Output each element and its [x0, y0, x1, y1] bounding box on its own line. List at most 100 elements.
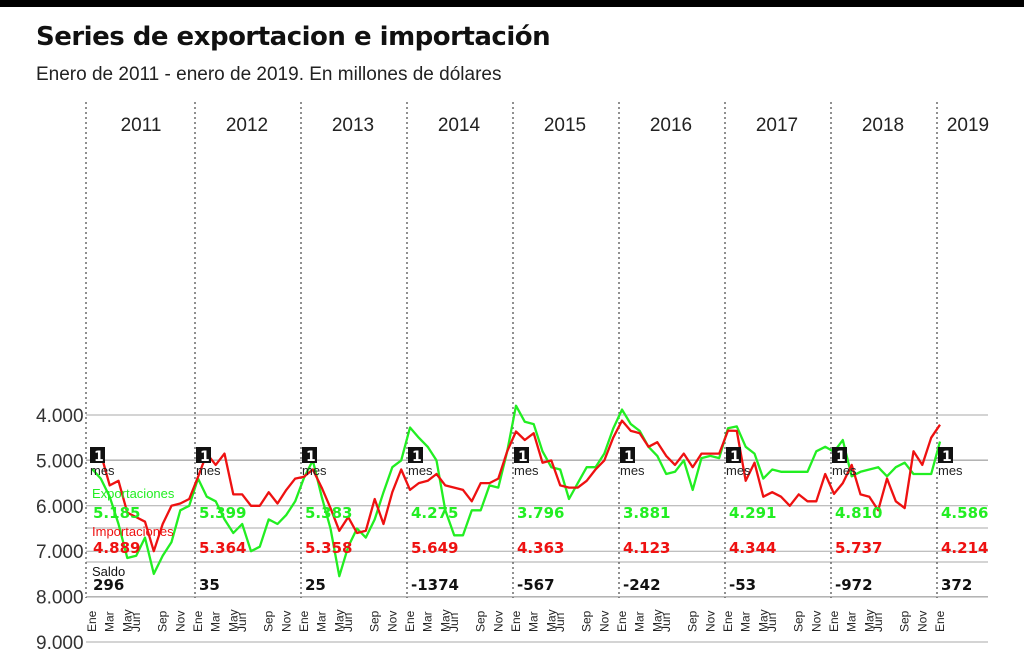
month-label: Ene	[615, 610, 629, 632]
one-month-badge	[514, 447, 529, 463]
saldo-value: 25	[305, 576, 326, 594]
month-label: Sep	[368, 610, 382, 632]
month-label: Ene	[827, 610, 841, 632]
month-label: Mar	[103, 611, 117, 632]
chart-title: Series de exportacion e importación	[36, 22, 551, 52]
year-label: 2016	[650, 115, 692, 136]
one-month-badge-number: 1	[306, 449, 316, 465]
month-label: May	[438, 609, 452, 632]
imports-value: 4.889	[93, 539, 140, 557]
month-label: Ene	[85, 610, 99, 632]
one-month-badge	[938, 447, 953, 463]
year-label: 2018	[862, 115, 904, 136]
one-month-label: mes	[832, 463, 857, 478]
one-month-label: mes	[726, 463, 751, 478]
one-month-label: mes	[408, 463, 433, 478]
exports-value: 3.796	[517, 504, 564, 522]
month-label: May	[756, 609, 770, 632]
one-month-badge-number: 1	[94, 449, 104, 465]
saldo-row-label: Saldo	[92, 564, 125, 579]
one-month-badge-number: 1	[624, 449, 634, 465]
month-label: Ene	[297, 610, 311, 632]
y-tick-label: 8.000	[36, 588, 84, 609]
one-month-badge-number: 1	[942, 449, 952, 465]
one-month-badge-number: 1	[200, 449, 210, 465]
one-month-label: mes	[620, 463, 645, 478]
top-border	[0, 0, 1024, 7]
year-label: 2011	[121, 115, 162, 136]
year-label: 2013	[332, 115, 374, 136]
one-month-badge-number: 1	[518, 449, 528, 465]
exports-series-line	[91, 404, 942, 578]
imports-value: 5.364	[199, 539, 246, 557]
one-month-badge	[408, 447, 423, 463]
month-label: Jun	[235, 613, 249, 632]
month-label: Mar	[845, 611, 859, 632]
one-month-label: mes	[196, 463, 221, 478]
month-label: Jun	[765, 613, 779, 632]
month-label: Sep	[474, 610, 488, 632]
year-label: 2015	[544, 115, 586, 136]
month-label: Ene	[403, 610, 417, 632]
saldo-value: -972	[835, 576, 873, 594]
month-label: Nov	[597, 611, 611, 632]
month-label: Mar	[527, 611, 541, 632]
month-label: Ene	[191, 610, 205, 632]
one-month-badge	[302, 447, 317, 463]
month-label: May	[120, 609, 134, 632]
year-label: 2014	[438, 115, 481, 136]
one-month-label: mes	[90, 463, 115, 478]
month-label: Jun	[341, 613, 355, 632]
exports-value: 4.275	[411, 504, 458, 522]
saldo-value: -53	[729, 576, 756, 594]
month-label: Mar	[739, 611, 753, 632]
one-month-label: mes	[938, 463, 963, 478]
month-label: Nov	[279, 611, 293, 632]
one-month-badge-number: 1	[412, 449, 422, 465]
month-label: Jun	[553, 613, 567, 632]
saldo-value: 372	[941, 576, 972, 594]
month-label: May	[226, 609, 240, 632]
exports-value: 5.185	[93, 504, 140, 522]
month-label: Nov	[491, 611, 505, 632]
month-label: May	[862, 609, 876, 632]
imports-value: 4.214	[941, 539, 988, 557]
imports-value: 4.123	[623, 539, 670, 557]
y-tick-label: 7.000	[36, 542, 84, 563]
saldo-value: 296	[93, 576, 124, 594]
month-label: Mar	[633, 611, 647, 632]
month-label: May	[650, 609, 664, 632]
month-label: Sep	[792, 610, 806, 632]
one-month-badge	[90, 447, 105, 463]
y-tick-label: 9.000	[36, 633, 84, 654]
month-label: May	[544, 609, 558, 632]
month-label: Sep	[580, 610, 594, 632]
month-label: Mar	[315, 611, 329, 632]
month-label: Ene	[509, 610, 523, 632]
y-tick-label: 4.000	[36, 406, 84, 427]
month-label: Nov	[809, 611, 823, 632]
month-label: Nov	[173, 611, 187, 632]
saldo-value: -1374	[411, 576, 459, 594]
month-label: Jun	[129, 613, 143, 632]
month-label: Jun	[871, 613, 885, 632]
exports-value: 5.383	[305, 504, 352, 522]
month-label: Ene	[721, 610, 735, 632]
imports-value: 5.737	[835, 539, 882, 557]
saldo-value: -242	[623, 576, 661, 594]
year-label: 2012	[226, 115, 268, 136]
month-label: Sep	[262, 610, 276, 632]
year-label: 2019	[947, 115, 989, 136]
exports-value: 5.399	[199, 504, 246, 522]
exports-value: 4.291	[729, 504, 776, 522]
saldo-value: 35	[199, 576, 220, 594]
imports-value: 4.344	[729, 539, 776, 557]
month-label: Sep	[898, 610, 912, 632]
exports-value: 4.586	[941, 504, 988, 522]
month-label: Jun	[659, 613, 673, 632]
y-tick-label: 5.000	[36, 451, 84, 472]
one-month-badge-number: 1	[836, 449, 846, 465]
one-month-badge	[832, 447, 847, 463]
one-month-badge	[620, 447, 635, 463]
